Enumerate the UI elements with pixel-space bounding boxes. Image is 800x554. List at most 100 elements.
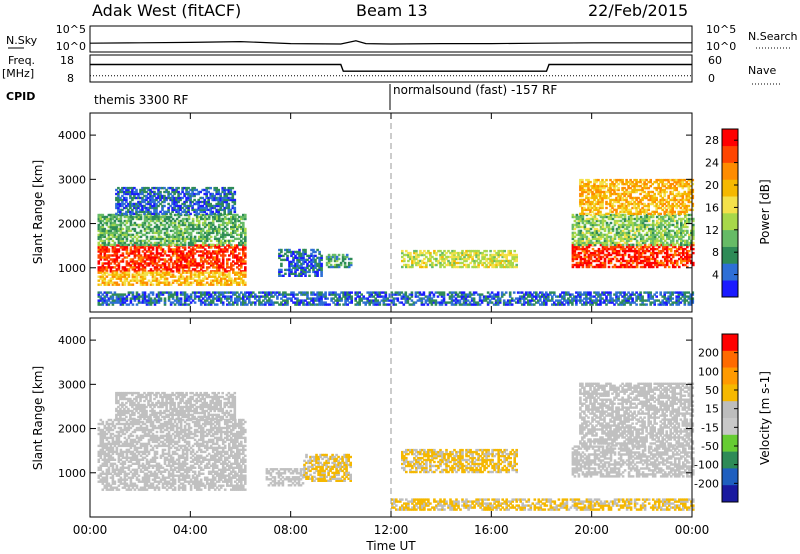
scatter-cell (467, 253, 470, 257)
scatter-cell (581, 225, 585, 229)
scatter-cell (163, 279, 167, 282)
scatter-cell (139, 283, 143, 286)
scatter-cell (171, 198, 174, 202)
scatter-cell (692, 235, 695, 239)
scatter-cell (211, 266, 215, 269)
scatter-cell (238, 237, 241, 241)
scatter-cell (217, 239, 221, 243)
scatter-cell (171, 250, 175, 253)
scatter-cell (595, 188, 598, 192)
scatter-cell (433, 263, 436, 267)
scatter-cell (209, 196, 212, 200)
scatter-cell (139, 281, 143, 284)
scatter-cell (647, 259, 651, 263)
scatter-cell (607, 257, 611, 261)
scatter-cell (153, 262, 157, 265)
scatter-cell (625, 235, 629, 239)
scatter-cell (163, 266, 167, 269)
scatter-cell (232, 248, 235, 251)
scatter-cell (690, 233, 693, 237)
scatter-cell (163, 204, 166, 208)
scatter-cell (635, 257, 639, 261)
scatter-cell (111, 235, 115, 239)
scatter-cell (183, 283, 187, 286)
scatter-cell (201, 283, 205, 286)
scatter-cell (199, 268, 203, 271)
scatter-cell (231, 192, 235, 196)
scatter-cell (294, 274, 297, 277)
scatter-cell (589, 257, 593, 261)
scatter-cell (627, 255, 631, 259)
scatter-cell (617, 253, 621, 257)
scatter-cell (643, 208, 646, 212)
scatter-cell (682, 257, 685, 261)
scatter-cell (101, 241, 105, 245)
scatter-cell (193, 194, 196, 198)
scatter-cell (589, 208, 592, 212)
scatter-cell (439, 265, 442, 269)
scatter-cell (507, 249, 510, 253)
scatter-cell (587, 265, 591, 269)
scatter-cell (103, 279, 107, 282)
scatter-cell (139, 235, 143, 239)
scatter-cell (187, 210, 190, 214)
scatter-cell (149, 256, 153, 259)
scatter-cell (587, 253, 591, 257)
scatter-cell (177, 219, 181, 223)
scatter-cell (159, 217, 163, 221)
scatter-cell (673, 204, 676, 208)
scatter-cell (687, 188, 691, 192)
scatter-cell (471, 257, 474, 261)
scatter-cell (139, 208, 142, 212)
scatter-cell (625, 178, 628, 182)
scatter-cell (173, 227, 177, 231)
scatter-cell (581, 261, 585, 265)
scatter-cell (217, 192, 220, 196)
scatter-cell (681, 198, 685, 202)
scatter-cell (197, 237, 201, 241)
scatter-cell (221, 237, 225, 241)
scatter-cell (105, 221, 109, 225)
scatter-cell (686, 213, 689, 217)
scatter-cell (177, 237, 181, 241)
scatter-cell (605, 212, 608, 216)
scatter-cell (217, 190, 220, 194)
scatter-cell (117, 217, 121, 221)
scatter-cell (143, 233, 147, 237)
scatter-cell (217, 215, 221, 219)
scatter-cell (587, 186, 590, 190)
scatter-cell (643, 215, 647, 219)
scatter-cell (181, 219, 185, 223)
scatter-cell (223, 196, 226, 200)
scatter-cell (123, 202, 126, 206)
scatter-cell (587, 192, 590, 196)
scatter-cell (197, 190, 200, 194)
scatter-cell (655, 186, 658, 190)
scatter-cell (637, 231, 641, 235)
scatter-cell (461, 249, 464, 253)
scatter-cell (185, 219, 189, 223)
scatter-cell (469, 251, 472, 255)
scatter-cell (117, 206, 120, 210)
scatter-cell (155, 256, 159, 259)
scatter-cell (619, 237, 623, 241)
scatter-cell (141, 225, 145, 229)
scatter-cell (115, 277, 119, 280)
scatter-cell (215, 213, 219, 217)
scatter-cell (637, 184, 640, 188)
scatter-cell (581, 263, 585, 267)
scatter-cell (643, 263, 647, 267)
scatter-cell (234, 246, 237, 249)
scatter-cell (209, 246, 213, 249)
scatter-cell (671, 253, 675, 257)
scatter-cell (123, 212, 126, 216)
scatter-cell (619, 243, 623, 247)
scatter-cell (131, 192, 134, 196)
scatter-cell (187, 217, 191, 221)
scatter-cell (577, 261, 581, 265)
scatter-cell (661, 196, 664, 200)
scatter-cell (155, 266, 159, 269)
scatter-cell (125, 277, 129, 280)
scatter-cell (603, 257, 607, 261)
scatter-cell (181, 190, 184, 194)
